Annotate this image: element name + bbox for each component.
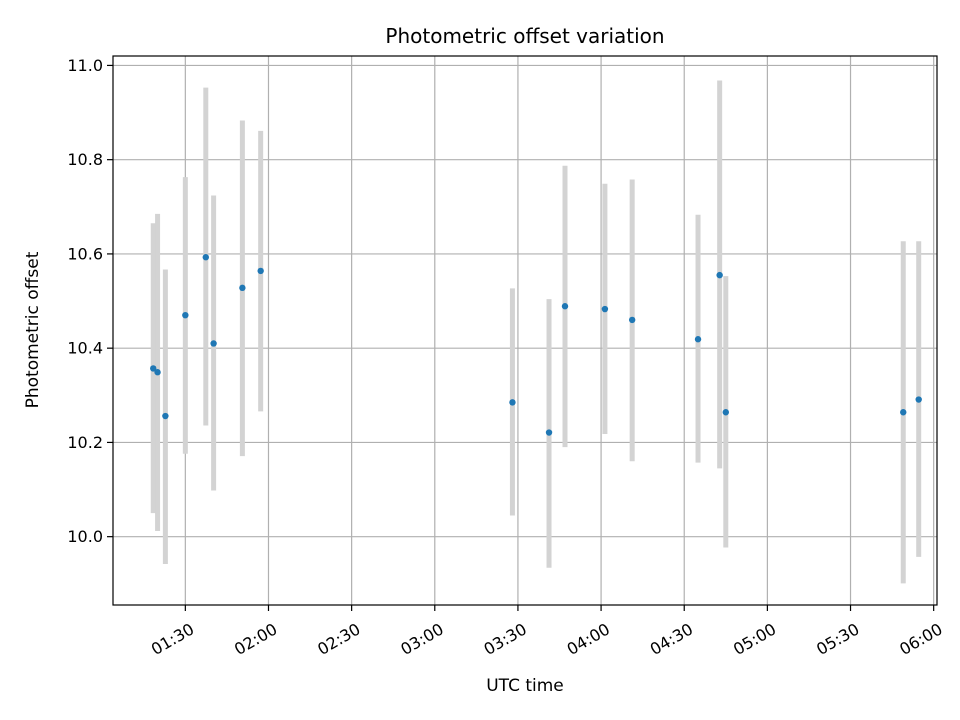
data-point xyxy=(694,336,702,343)
x-axis-label: UTC time xyxy=(486,676,564,696)
x-axis-ticks: 01:30 02:00 02:30 03:00 03:30 04:00 04:30 05:00… xyxy=(148,605,946,659)
data-point xyxy=(210,340,217,347)
data-point xyxy=(601,305,609,313)
plot-frame xyxy=(112,55,938,606)
data-point xyxy=(202,254,209,261)
data-point xyxy=(900,409,907,416)
x-tick-label: 05:30 xyxy=(813,619,862,659)
data-point xyxy=(545,429,553,436)
x-tick-label: 03:00 xyxy=(397,619,446,659)
y-tick-label: 10.6 xyxy=(67,244,103,263)
x-tick-label: 02:30 xyxy=(314,619,363,659)
x-tick-label: 01:30 xyxy=(148,619,197,659)
x-tick-label: 04:00 xyxy=(564,619,613,659)
x-tick-label: 05:00 xyxy=(730,619,779,659)
x-tick-label: 06:00 xyxy=(896,619,945,659)
data-point xyxy=(561,303,569,310)
y-tick-label: 11.0 xyxy=(67,56,103,75)
x-tick-label: 02:00 xyxy=(231,619,280,659)
data-point xyxy=(628,316,636,324)
data-points xyxy=(150,254,922,436)
data-point xyxy=(722,409,730,416)
data-point xyxy=(154,369,161,376)
data-point xyxy=(509,399,516,406)
data-point xyxy=(182,311,189,319)
y-tick-label: 10.0 xyxy=(67,527,103,546)
y-axis-ticks: 10.0 10.2 10.4 10.6 10.8 11.0 xyxy=(67,56,113,546)
data-point xyxy=(150,365,157,372)
y-tick-label: 10.4 xyxy=(67,339,103,358)
data-point xyxy=(239,284,246,292)
y-axis-label: Photometric offset xyxy=(23,251,43,408)
y-tick-label: 10.8 xyxy=(67,150,103,169)
chart-title: Photometric offset variation xyxy=(385,24,664,48)
x-tick-label: 04:30 xyxy=(647,619,696,659)
x-tick-label: 03:30 xyxy=(481,619,530,659)
grid xyxy=(113,56,937,605)
data-point xyxy=(162,412,169,420)
data-point xyxy=(915,396,922,403)
data-point xyxy=(257,267,264,275)
y-tick-label: 10.2 xyxy=(67,433,103,452)
data-point xyxy=(716,271,723,279)
